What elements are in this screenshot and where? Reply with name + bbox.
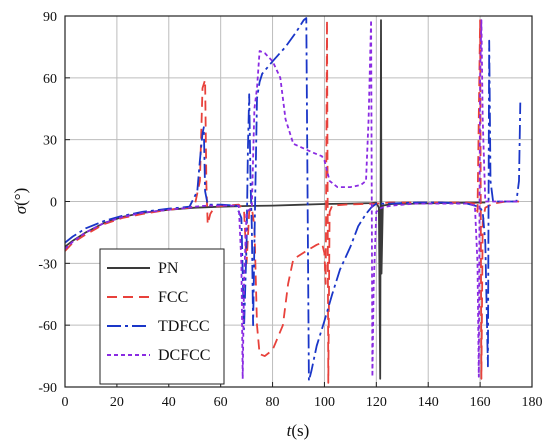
tick-labels: 0 20 40 60 80 100 120 140 160 180 -90 -60 -30 0 30 60 90 [38, 10, 542, 410]
x-tick-label-40: 40 [162, 395, 176, 410]
x-tick-label-0: 0 [62, 395, 69, 410]
series-line-tdfcc [65, 17, 522, 382]
x-tick-label-80: 80 [266, 395, 280, 410]
legend-label-tdfcc: TDFCC [158, 318, 210, 335]
x-tick-label-60: 60 [214, 395, 228, 410]
x-tick-label-120: 120 [366, 395, 387, 410]
x-tick-label-180: 180 [522, 395, 543, 410]
y-axis-label: σ(°) [11, 188, 30, 215]
legend: PN FCC TDFCC DCFCC [99, 248, 225, 385]
y-tick-label-0: 0 [50, 196, 57, 211]
y-tick-label-30: 30 [43, 134, 57, 149]
x-tick-label-100: 100 [314, 395, 335, 410]
x-axis-label: t(s) [287, 421, 310, 440]
legend-label-fcc: FCC [158, 289, 188, 306]
x-tick-label-140: 140 [418, 395, 439, 410]
y-tick-label--90: -90 [38, 381, 57, 396]
legend-box [99, 248, 225, 385]
series-layer [65, 17, 522, 384]
x-axis-label-unit: (s) [291, 421, 309, 440]
series-line-dcfcc [65, 19, 519, 380]
x-tick-label-160: 160 [470, 395, 491, 410]
x-axis-label-main: t [287, 421, 293, 440]
y-tick-label--60: -60 [38, 319, 57, 334]
y-tick-label--30: -30 [38, 257, 57, 272]
y-tick-label-90: 90 [43, 10, 57, 25]
x-tick-label-20: 20 [110, 395, 124, 410]
y-axis-label-main: σ [11, 205, 30, 214]
y-tick-label-60: 60 [43, 72, 57, 87]
legend-label-pn: PN [158, 260, 179, 277]
y-axis-label-unit: (°) [11, 188, 30, 206]
legend-label-dcfcc: DCFCC [158, 347, 210, 364]
